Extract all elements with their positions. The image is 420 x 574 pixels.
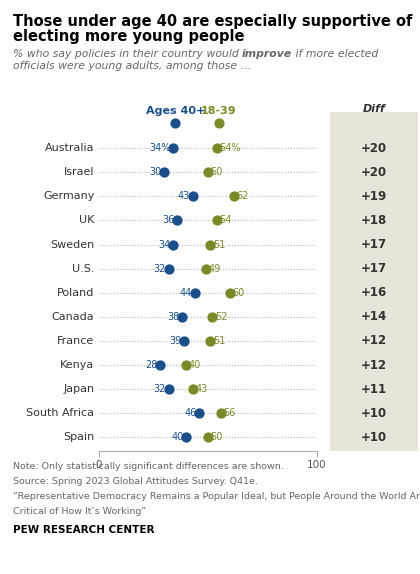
Point xyxy=(181,336,187,346)
Text: France: France xyxy=(57,336,94,346)
Text: 34: 34 xyxy=(158,239,171,250)
Point xyxy=(189,385,196,394)
Text: Kenya: Kenya xyxy=(60,360,94,370)
Text: Canada: Canada xyxy=(52,312,94,322)
Text: 18-39: 18-39 xyxy=(201,106,236,115)
Text: 56: 56 xyxy=(223,408,236,418)
Point xyxy=(226,288,233,297)
Point xyxy=(205,168,211,177)
Text: +12: +12 xyxy=(361,359,387,371)
Text: 30: 30 xyxy=(150,167,162,177)
Text: if more elected: if more elected xyxy=(292,49,378,59)
Text: 52: 52 xyxy=(215,312,227,322)
Point xyxy=(192,288,198,297)
Point xyxy=(165,264,172,273)
Point xyxy=(172,118,178,127)
Point xyxy=(218,409,224,418)
Point xyxy=(170,144,176,153)
Text: Diff: Diff xyxy=(362,104,385,114)
Point xyxy=(213,144,220,153)
Text: 43: 43 xyxy=(178,191,190,201)
Text: Poland: Poland xyxy=(57,288,94,298)
Text: 51: 51 xyxy=(213,239,225,250)
Text: 39: 39 xyxy=(169,336,181,346)
Point xyxy=(209,312,215,321)
Text: officials were young adults, among those ...: officials were young adults, among those… xyxy=(13,61,251,71)
Point xyxy=(189,192,196,201)
Point xyxy=(174,216,181,225)
Point xyxy=(231,192,237,201)
Point xyxy=(165,385,172,394)
Text: +18: +18 xyxy=(361,214,387,227)
Text: “Representative Democracy Remains a Popular Ideal, but People Around the World A: “Representative Democracy Remains a Popu… xyxy=(13,492,420,501)
Text: +16: +16 xyxy=(361,286,387,299)
Text: U.S.: U.S. xyxy=(72,263,94,274)
Text: Ages 40+: Ages 40+ xyxy=(145,106,205,115)
Point xyxy=(205,433,211,442)
Text: Critical of How It’s Working”: Critical of How It’s Working” xyxy=(13,507,146,516)
Text: +19: +19 xyxy=(361,190,387,203)
Text: 34%: 34% xyxy=(149,143,171,153)
Text: Israel: Israel xyxy=(64,167,94,177)
Text: +12: +12 xyxy=(361,335,387,347)
Point xyxy=(157,360,163,370)
Text: improve: improve xyxy=(242,49,292,59)
Text: 50: 50 xyxy=(210,432,223,443)
Text: +10: +10 xyxy=(361,431,387,444)
Point xyxy=(196,409,202,418)
Text: 60: 60 xyxy=(232,288,244,298)
Text: electing more young people: electing more young people xyxy=(13,29,244,44)
Point xyxy=(178,312,185,321)
Text: 44: 44 xyxy=(180,288,192,298)
Text: Germany: Germany xyxy=(43,191,94,201)
Text: % who say policies in their country would: % who say policies in their country woul… xyxy=(13,49,242,59)
Text: 54%: 54% xyxy=(219,143,241,153)
Text: 46: 46 xyxy=(184,408,197,418)
Point xyxy=(207,240,213,249)
Text: +17: +17 xyxy=(361,262,387,275)
Point xyxy=(207,336,213,346)
Text: 32: 32 xyxy=(154,384,166,394)
Text: Note: Only statistically significant differences are shown.: Note: Only statistically significant dif… xyxy=(13,462,284,471)
Text: 62: 62 xyxy=(237,191,249,201)
Text: South Africa: South Africa xyxy=(26,408,94,418)
Text: +10: +10 xyxy=(361,407,387,420)
Text: +14: +14 xyxy=(361,311,387,323)
Text: 40: 40 xyxy=(171,432,184,443)
Text: 50: 50 xyxy=(210,167,223,177)
Text: 38: 38 xyxy=(167,312,179,322)
Text: Those under age 40 are especially supportive of: Those under age 40 are especially suppor… xyxy=(13,14,412,29)
Text: +17: +17 xyxy=(361,238,387,251)
Text: Spain: Spain xyxy=(63,432,94,443)
Text: Source: Spring 2023 Global Attitudes Survey. Q41e.: Source: Spring 2023 Global Attitudes Sur… xyxy=(13,477,257,486)
Text: Japan: Japan xyxy=(63,384,94,394)
Text: Australia: Australia xyxy=(45,143,94,153)
Point xyxy=(202,264,209,273)
Text: PEW RESEARCH CENTER: PEW RESEARCH CENTER xyxy=(13,525,154,534)
Text: 54: 54 xyxy=(219,215,232,226)
Text: 32: 32 xyxy=(154,263,166,274)
Text: 49: 49 xyxy=(208,263,220,274)
Text: 40: 40 xyxy=(189,360,201,370)
Text: UK: UK xyxy=(79,215,94,226)
Text: +20: +20 xyxy=(361,166,387,179)
Text: 36: 36 xyxy=(163,215,175,226)
Text: +11: +11 xyxy=(361,383,387,395)
Point xyxy=(161,168,168,177)
Point xyxy=(170,240,176,249)
Point xyxy=(183,360,189,370)
Text: +20: +20 xyxy=(361,142,387,154)
Point xyxy=(215,118,222,127)
Text: 28: 28 xyxy=(145,360,157,370)
Point xyxy=(213,216,220,225)
Text: 43: 43 xyxy=(195,384,207,394)
Text: 51: 51 xyxy=(213,336,225,346)
Point xyxy=(183,433,189,442)
Text: Sweden: Sweden xyxy=(50,239,94,250)
